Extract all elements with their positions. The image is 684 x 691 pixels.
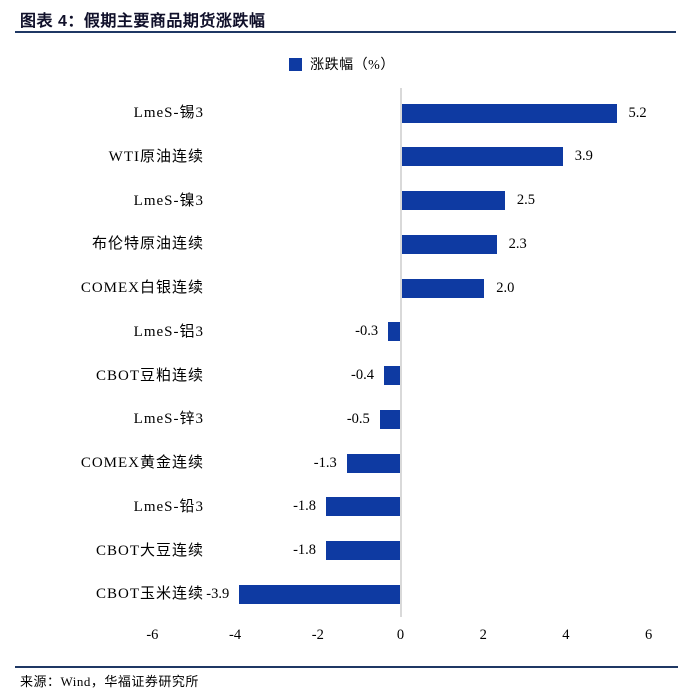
bar — [401, 103, 617, 123]
bar — [401, 147, 563, 167]
value-label: -1.3 — [313, 454, 337, 471]
zero-axis-line — [400, 88, 402, 617]
bar — [326, 497, 401, 517]
value-label: -0.5 — [346, 410, 370, 427]
x-tick-label: -6 — [146, 627, 159, 643]
bar — [383, 366, 401, 385]
category-label: CBOT大豆连续 — [95, 542, 204, 559]
x-tick-label: -2 — [311, 627, 324, 643]
bar — [239, 584, 401, 604]
legend-label: 涨跌幅（%） — [310, 58, 395, 73]
footer-divider-line — [15, 666, 678, 668]
title-divider-line — [15, 31, 676, 33]
category-label: CBOT豆粕连续 — [95, 367, 204, 384]
value-label: -3.9 — [206, 585, 230, 602]
value-label: 5.2 — [628, 104, 647, 121]
bar — [326, 541, 401, 560]
x-tick-label: 6 — [644, 627, 653, 643]
bar — [388, 322, 401, 342]
category-label: COMEX黄金连续 — [80, 455, 204, 471]
x-tick-label: 2 — [479, 627, 487, 643]
source-note: 来源：Wind，华福证券研究所 — [20, 674, 199, 689]
value-label: -1.8 — [293, 542, 317, 558]
category-label: WTI原油连续 — [108, 148, 204, 165]
category-label: LmeS-铝3 — [133, 323, 204, 340]
bar — [401, 278, 485, 298]
value-label: 2.0 — [496, 279, 515, 296]
value-label: 2.5 — [516, 192, 535, 208]
bar — [346, 453, 401, 473]
category-label: 布伦特原油连续 — [91, 236, 204, 253]
legend-swatch-icon — [289, 57, 303, 71]
category-label: COMEX白银连续 — [80, 280, 204, 296]
x-tick-label: 0 — [396, 627, 405, 643]
category-label: CBOT玉米连续 — [95, 586, 204, 603]
value-label: -0.4 — [350, 367, 374, 383]
value-label: 3.9 — [574, 148, 593, 165]
bar — [401, 234, 497, 254]
bar — [401, 191, 505, 210]
category-label: LmeS-镍3 — [133, 192, 204, 209]
value-label: -0.3 — [355, 323, 379, 340]
x-tick-label: 4 — [562, 627, 570, 643]
chart-title: 图表 4：假期主要商品期货涨跌幅 — [20, 13, 266, 30]
category-label: LmeS-铅3 — [133, 498, 204, 515]
category-label: LmeS-锡3 — [133, 105, 204, 121]
legend: 涨跌幅（%） — [0, 54, 684, 74]
category-label: LmeS-锌3 — [133, 411, 204, 428]
x-tick-label: -4 — [229, 627, 242, 643]
bar — [379, 409, 401, 429]
value-label: 2.3 — [508, 235, 527, 252]
value-label: -1.8 — [293, 498, 317, 515]
